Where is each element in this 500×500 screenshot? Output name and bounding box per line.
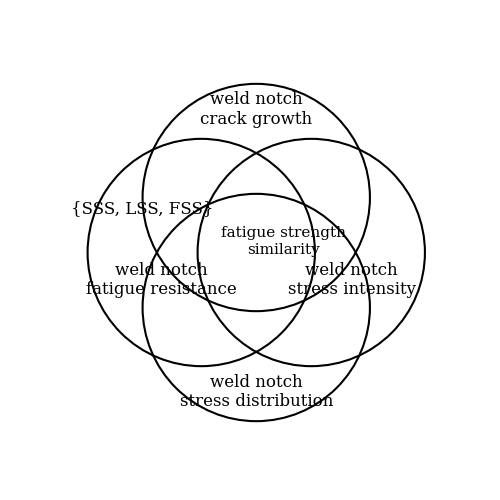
Text: fatigue strength
similarity: fatigue strength similarity <box>221 226 346 256</box>
Text: weld notch
crack growth: weld notch crack growth <box>200 91 312 128</box>
Text: weld notch
fatigue resistance: weld notch fatigue resistance <box>86 262 236 298</box>
Text: weld notch
stress distribution: weld notch stress distribution <box>180 374 333 410</box>
Text: weld notch
stress intensity: weld notch stress intensity <box>288 262 416 298</box>
Text: {SSS, LSS, FSS}: {SSS, LSS, FSS} <box>72 200 214 217</box>
